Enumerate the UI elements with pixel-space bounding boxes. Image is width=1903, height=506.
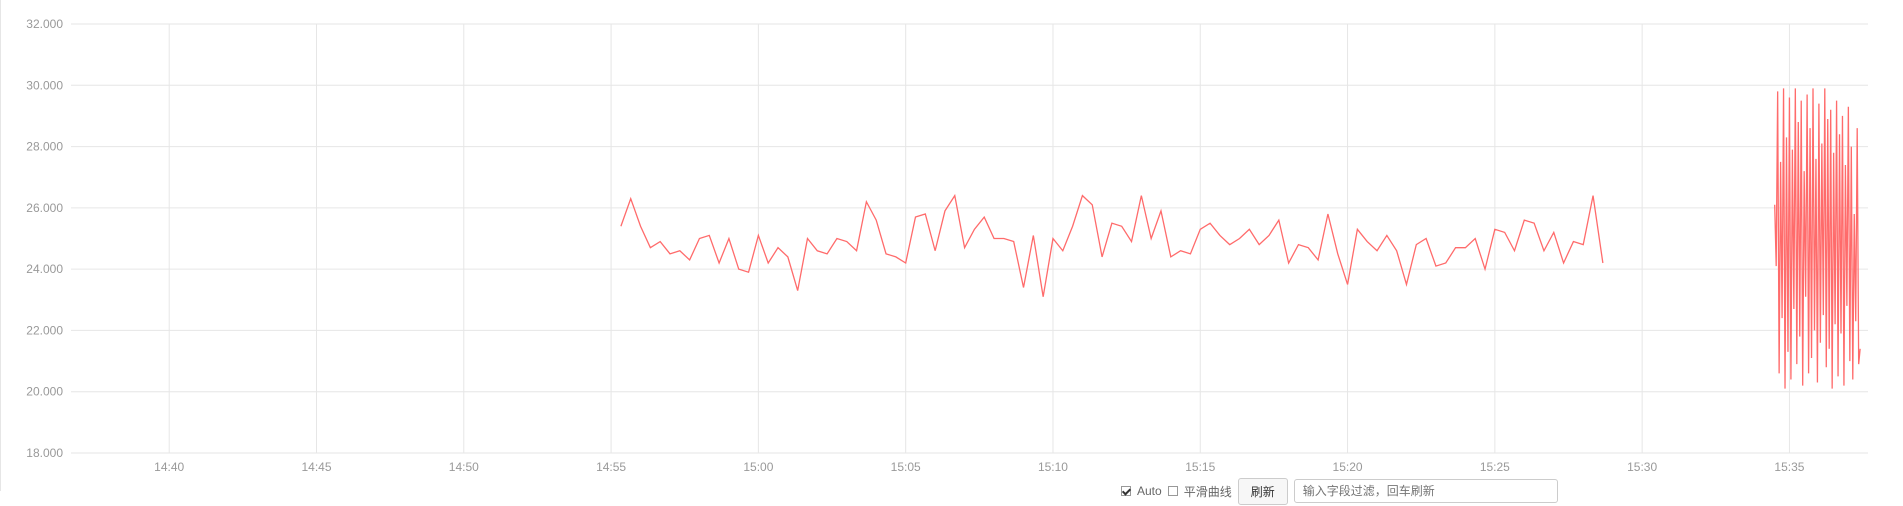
x-tick-label: 14:50 [449, 460, 479, 474]
line-chart: 18.000 20.000 22.000 24.000 26.000 28.000 30.0… [1, 0, 1903, 491]
series-line-2 [1775, 88, 1860, 388]
y-tick-label: 30.000 [26, 78, 63, 92]
x-axis-ticks: 14:40 14:45 14:50 14:55 15:00 15:05 15:10 15:15… [154, 460, 1805, 474]
auto-checkbox[interactable] [1121, 486, 1131, 496]
x-tick-label: 14:45 [301, 460, 331, 474]
chart-toolbar: Auto 平滑曲线 刷新 [1121, 476, 1558, 506]
x-tick-label: 15:35 [1774, 460, 1804, 474]
x-tick-label: 15:30 [1627, 460, 1657, 474]
x-tick-label: 15:10 [1038, 460, 1068, 474]
x-tick-label: 15:05 [891, 460, 921, 474]
y-tick-label: 28.000 [26, 140, 63, 154]
chart-panel: 18.000 20.000 22.000 24.000 26.000 28.000 30.0… [0, 0, 1903, 491]
series-lines [621, 88, 1860, 388]
smooth-checkbox[interactable] [1168, 486, 1178, 496]
x-tick-label: 14:55 [596, 460, 626, 474]
x-tick-label: 15:20 [1333, 460, 1363, 474]
refresh-button[interactable]: 刷新 [1238, 478, 1288, 505]
smooth-checkbox-label: 平滑曲线 [1184, 483, 1232, 500]
auto-checkbox-label: Auto [1137, 484, 1162, 498]
series-line-1 [621, 196, 1603, 297]
y-tick-label: 22.000 [26, 323, 63, 337]
filter-input[interactable] [1294, 479, 1558, 503]
y-tick-label: 26.000 [26, 201, 63, 215]
y-axis-ticks: 18.000 20.000 22.000 24.000 26.000 28.000 30.0… [26, 17, 63, 460]
x-tick-label: 15:00 [743, 460, 773, 474]
y-tick-label: 18.000 [26, 446, 63, 460]
x-tick-label: 15:25 [1480, 460, 1510, 474]
y-tick-label: 32.000 [26, 17, 63, 31]
y-tick-label: 24.000 [26, 262, 63, 276]
x-tick-label: 14:40 [154, 460, 184, 474]
y-tick-label: 20.000 [26, 385, 63, 399]
x-tick-label: 15:15 [1185, 460, 1215, 474]
